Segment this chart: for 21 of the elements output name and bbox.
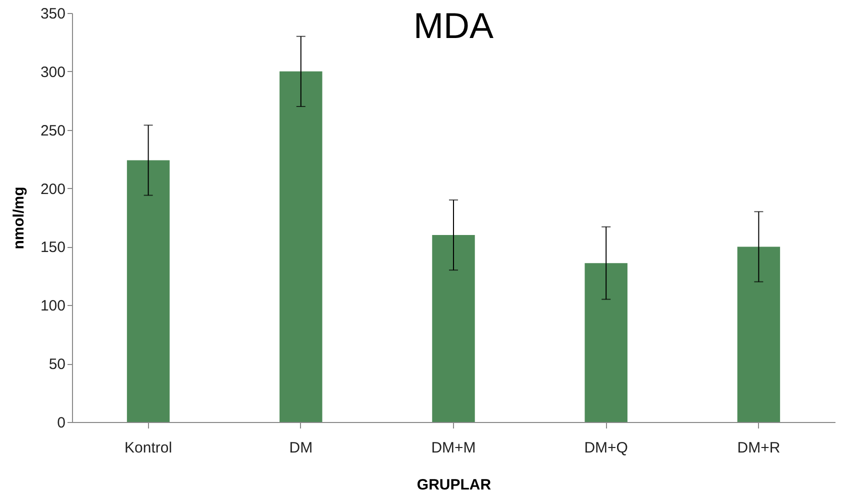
- chart-title: MDA: [414, 5, 494, 46]
- bar: [584, 263, 628, 422]
- x-axis-title: GRUPLAR: [416, 476, 492, 494]
- bar: [126, 160, 170, 422]
- y-tick-label: 350: [40, 6, 66, 22]
- y-tick-label: 100: [40, 298, 66, 315]
- y-tick-label: 250: [40, 122, 66, 140]
- y-tick-label: 50: [48, 356, 66, 374]
- x-tick-label: DM+M: [431, 440, 476, 456]
- y-tick-label: 0: [57, 414, 66, 432]
- bar: [280, 71, 322, 422]
- x-tick-label: DM+R: [737, 440, 780, 456]
- x-tick-label: DM: [289, 440, 313, 456]
- y-tick-label: 150: [40, 239, 66, 256]
- y-axis-title: nmol/mg: [10, 186, 28, 250]
- x-tick-label: DM+Q: [584, 440, 628, 456]
- x-tick-label: Kontrol: [124, 440, 172, 456]
- bar: [432, 235, 475, 422]
- bar: [737, 246, 780, 422]
- y-tick-label: 200: [40, 180, 66, 198]
- y-tick-label: 300: [40, 64, 66, 81]
